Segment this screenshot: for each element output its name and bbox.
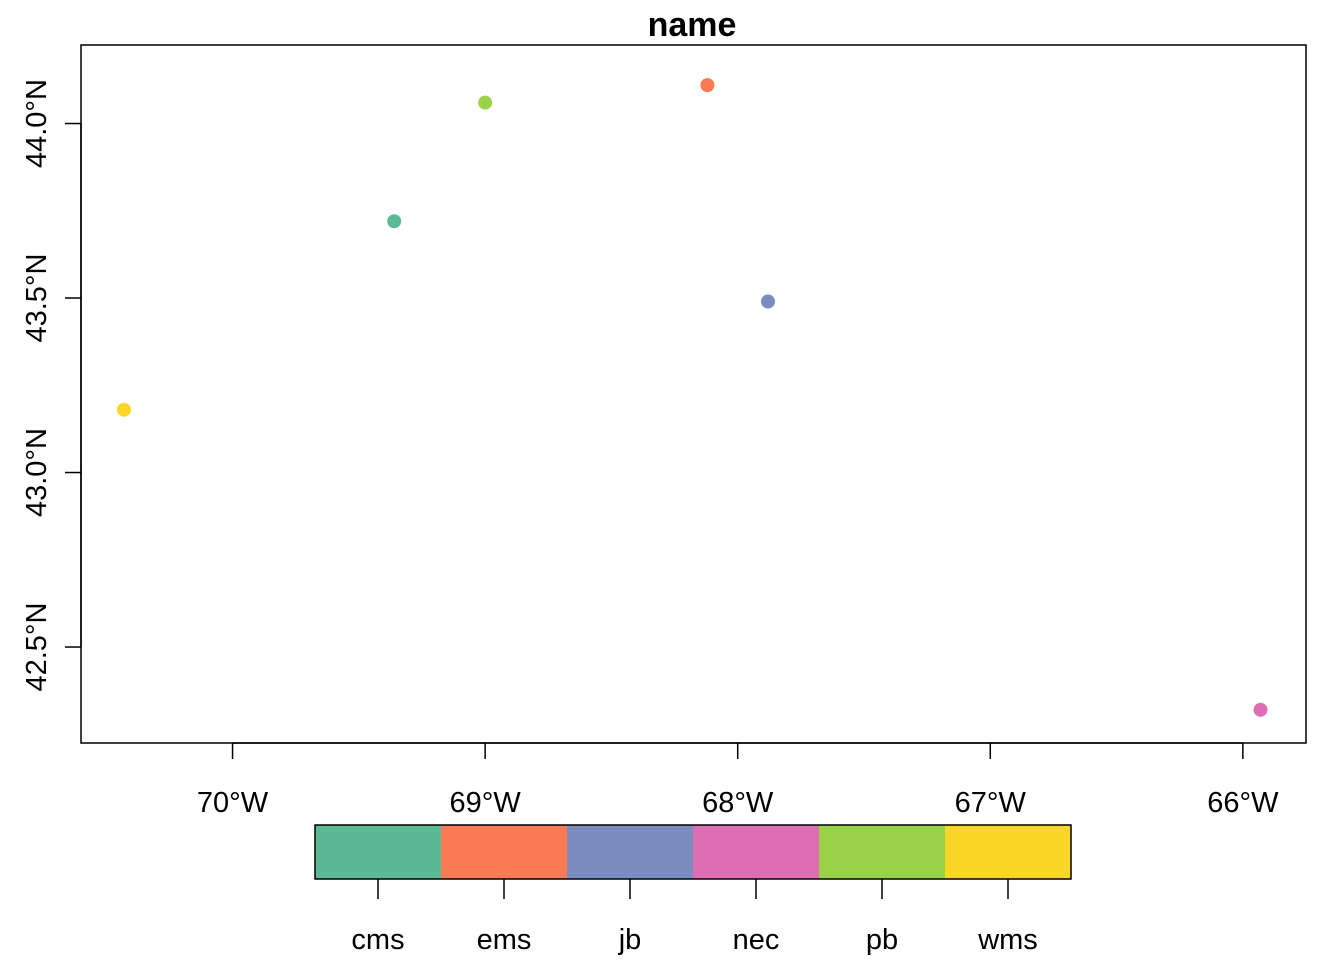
x-axis: 70°W 69°W 68°W 67°W 66°W — [197, 742, 1279, 819]
legend-ticks: cms ems jb nec pb wms — [351, 879, 1038, 956]
legend-label-pb: pb — [866, 924, 898, 956]
station-point-ems — [700, 78, 715, 93]
y-tick-label: 42.5°N — [21, 603, 53, 692]
legend-swatch-cms — [315, 825, 442, 879]
x-tick-label: 69°W — [450, 787, 522, 819]
legend-frame — [314, 824, 1072, 880]
x-tick-label: 67°W — [955, 787, 1027, 819]
legend-label-jb: jb — [618, 924, 642, 956]
x-tick-label: 70°W — [197, 787, 269, 819]
legend-label-wms: wms — [977, 924, 1038, 956]
legend-label-ems: ems — [477, 924, 532, 956]
legend-swatch-nec — [693, 825, 820, 879]
plot-title: name — [648, 6, 737, 44]
legend-label-cms: cms — [351, 924, 404, 956]
legend-swatch-ems — [441, 825, 568, 879]
station-point-pb — [478, 95, 493, 110]
legend-label-nec: nec — [733, 924, 780, 956]
station-point-jb — [761, 294, 776, 309]
y-tick-label: 43.0°N — [21, 428, 53, 517]
station-point-wms — [116, 402, 131, 417]
station-point-cms — [387, 214, 402, 229]
station-point-nec — [1253, 702, 1268, 717]
legend-color-bar — [315, 825, 1072, 879]
y-axis: 42.5°N 43.0°N 43.5°N 44.0°N — [21, 79, 82, 692]
legend-swatch-jb — [567, 825, 694, 879]
legend: cms ems jb nec pb wms — [314, 824, 1072, 956]
station-points — [116, 78, 1268, 717]
legend-swatch-wms — [945, 825, 1072, 879]
plot-frame — [80, 44, 1307, 744]
x-tick-label: 66°W — [1207, 787, 1279, 819]
y-tick-label: 43.5°N — [21, 254, 53, 343]
x-tick-label: 68°W — [702, 787, 774, 819]
y-tick-label: 44.0°N — [21, 79, 53, 168]
legend-swatch-pb — [819, 825, 946, 879]
